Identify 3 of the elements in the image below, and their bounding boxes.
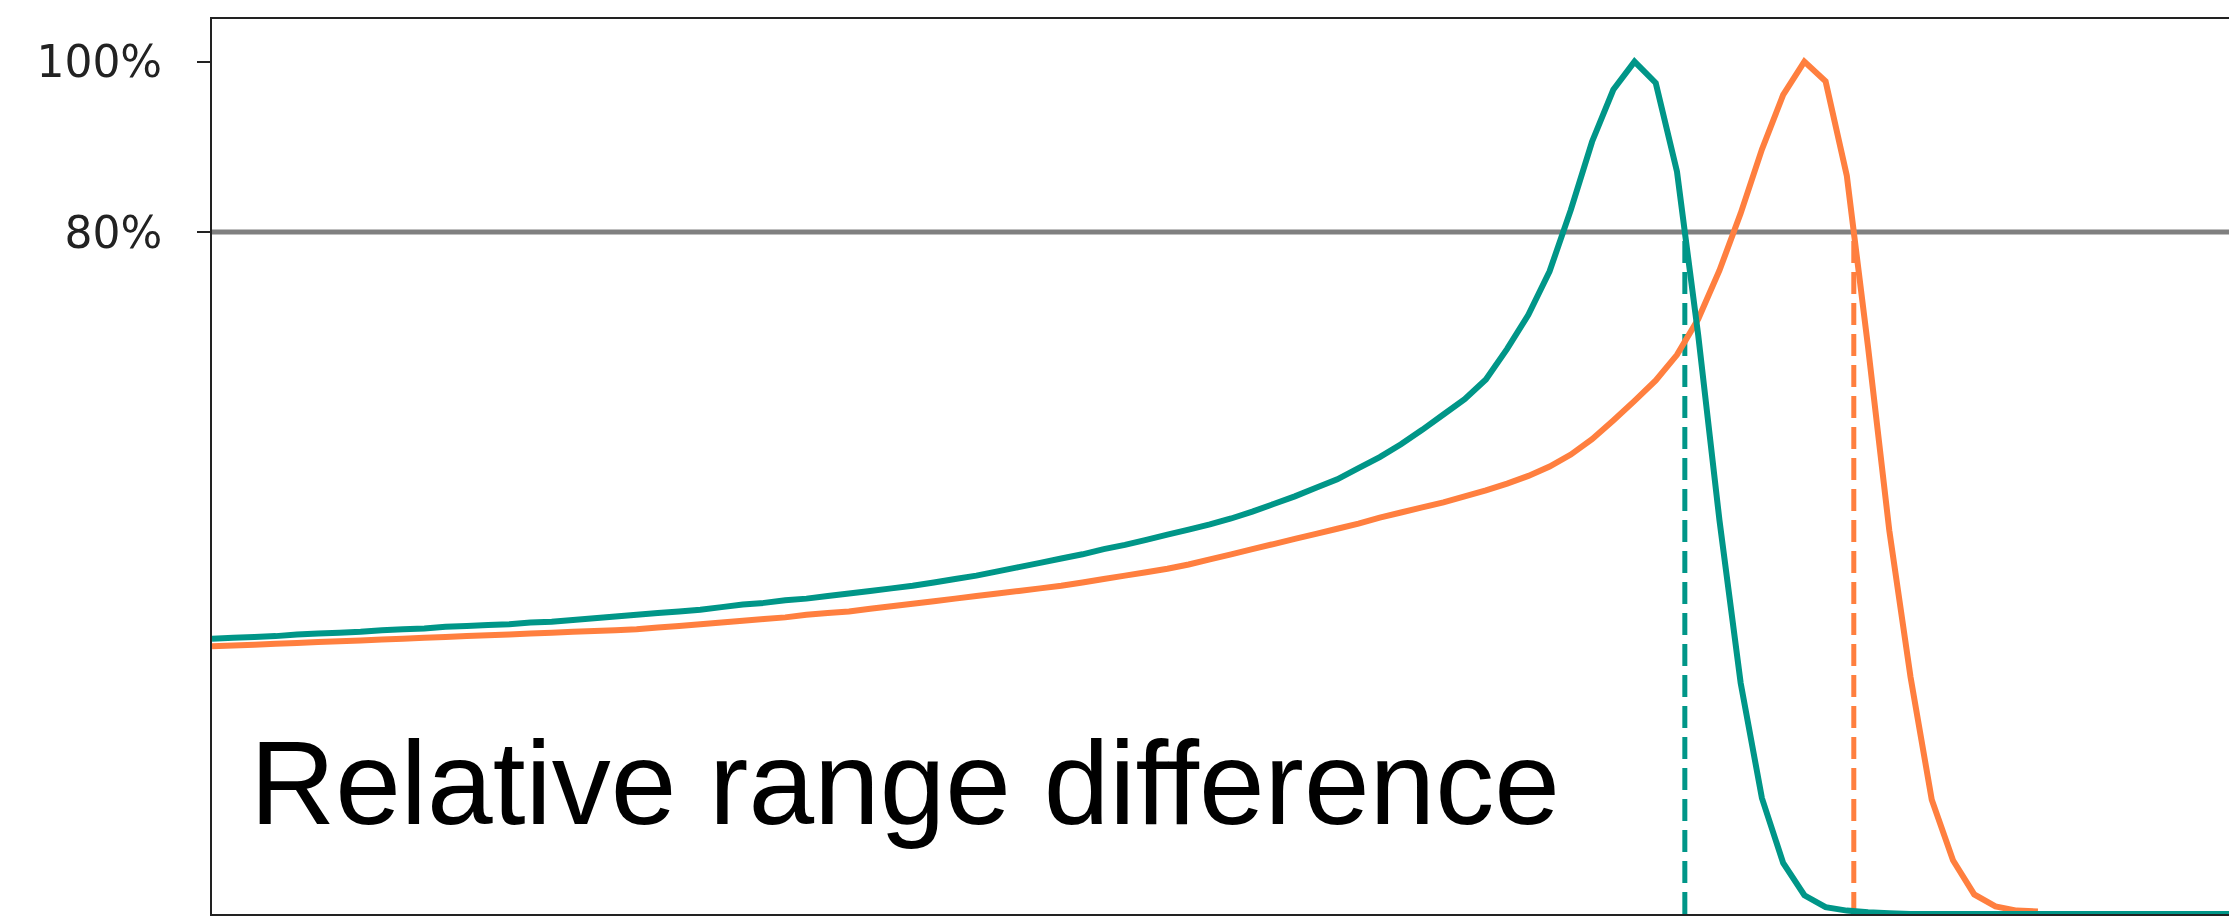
y-tick-label: 80% [64,206,163,258]
annotation: Relative range difference [250,717,1560,849]
y-tick-label: 100% [36,36,163,88]
